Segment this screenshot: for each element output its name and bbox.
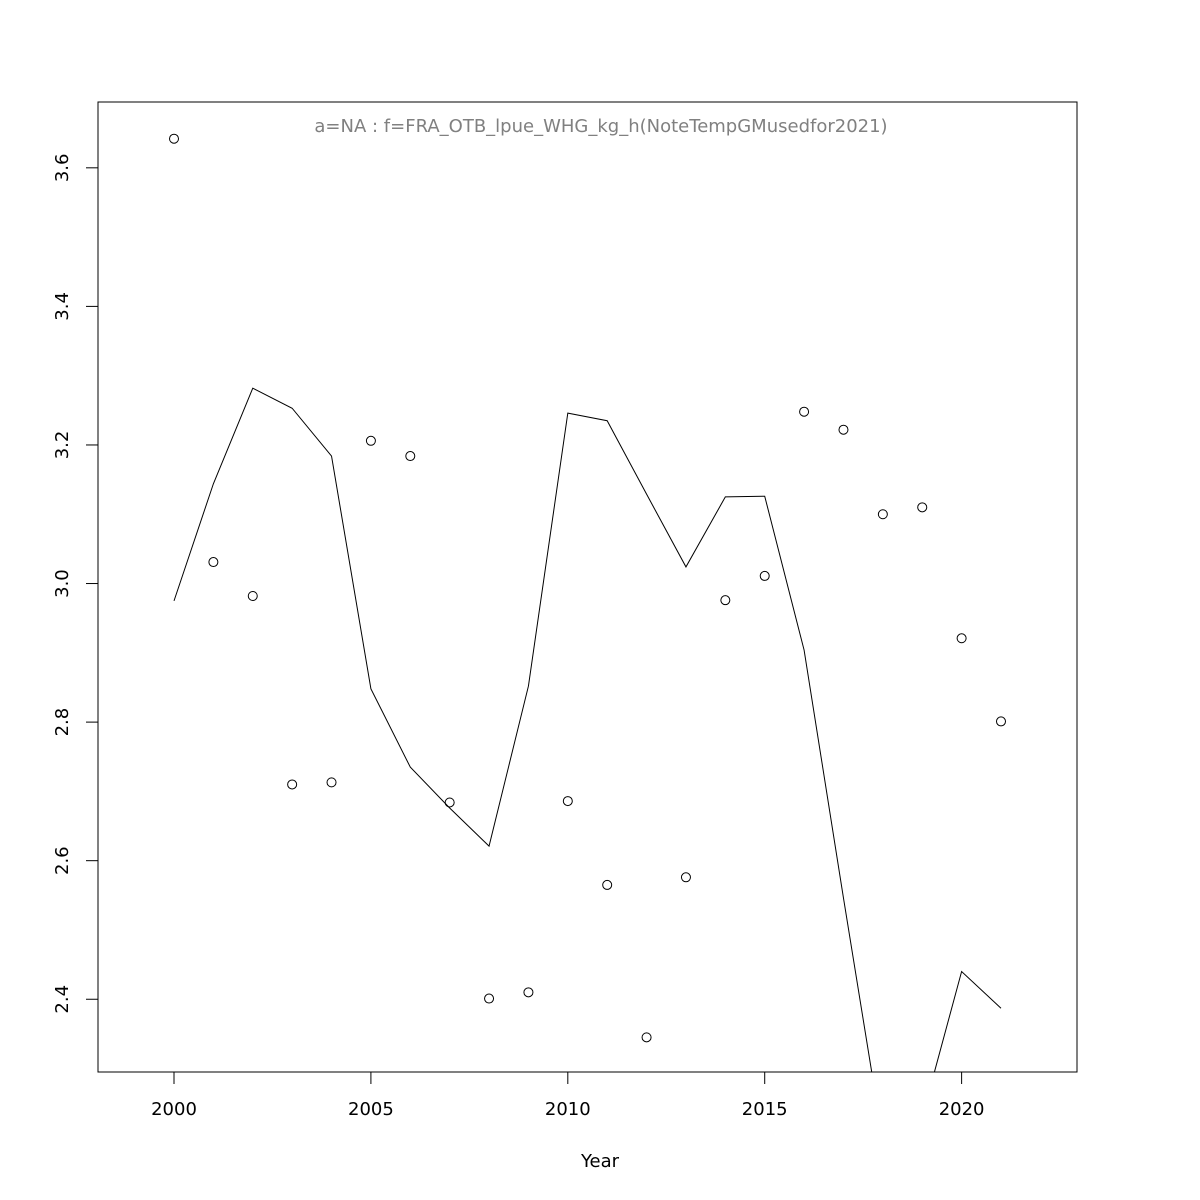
x-tick-label: 2000: [151, 1099, 197, 1120]
x-tick-label: 2020: [939, 1099, 985, 1120]
point: [405, 451, 416, 462]
point: [523, 987, 534, 998]
x-tick-label: 2015: [742, 1099, 788, 1120]
y-tick-label: 2.4: [52, 985, 73, 1014]
point: [602, 879, 613, 890]
plot-frame: [97, 101, 1078, 1073]
point: [956, 633, 967, 644]
line: [173, 387, 1002, 1072]
point: [838, 424, 849, 435]
y-tick-label: 3.2: [52, 431, 73, 460]
point: [759, 570, 770, 581]
y-tick-label: 3.6: [52, 154, 73, 183]
x-tick-label: 2005: [348, 1099, 394, 1120]
point: [247, 591, 258, 602]
point: [562, 796, 573, 807]
x-tick-label: 2010: [545, 1099, 591, 1120]
point: [877, 509, 888, 520]
y-tick-label: 3.0: [52, 569, 73, 598]
point: [365, 435, 376, 446]
point: [680, 872, 691, 883]
point: [444, 797, 455, 808]
point: [799, 406, 810, 417]
chart-title: a=NA : f=FRA_OTB_lpue_WHG_kg_h(NoteTempG…: [314, 116, 887, 137]
point: [917, 502, 928, 513]
plot-area: [169, 133, 1006, 1072]
y-tick-label: 3.4: [52, 292, 73, 321]
point: [995, 716, 1006, 727]
point: [208, 557, 219, 568]
x-axis-label: Year: [580, 1151, 620, 1172]
point: [326, 777, 337, 788]
point: [720, 595, 731, 606]
point: [484, 993, 495, 1004]
point: [287, 779, 298, 790]
point: [169, 133, 180, 144]
y-tick-label: 2.6: [52, 846, 73, 875]
point: [641, 1032, 652, 1043]
y-tick-label: 2.8: [52, 708, 73, 737]
